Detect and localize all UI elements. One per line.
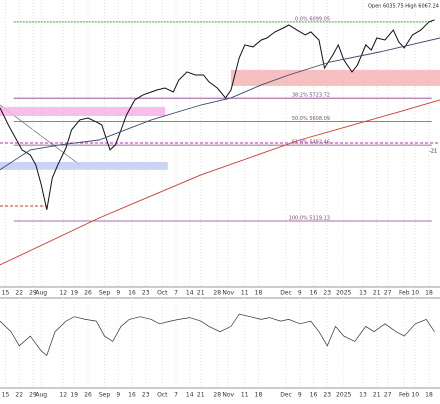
x-tick-label: 26	[84, 392, 92, 399]
price-line	[0, 37, 440, 171]
x-tick-label: 28	[213, 290, 221, 297]
x-tick-label: 21	[373, 392, 381, 399]
x-tick-label: 23	[323, 392, 331, 399]
x-tick-label: Oct	[157, 290, 168, 297]
zone	[231, 69, 440, 86]
x-tick-label: 18	[255, 290, 263, 297]
x-tick-label: Aug	[35, 290, 47, 297]
x-tick-label: Nov	[222, 290, 234, 297]
x-tick-label: 16	[128, 290, 136, 297]
x-tick-label: 28	[213, 392, 221, 399]
x-tick-label: 19	[70, 392, 78, 399]
zone	[0, 161, 168, 170]
x-tick-label: 15	[2, 392, 10, 399]
x-tick-label: 16	[128, 392, 136, 399]
x-tick-label: Nov	[222, 392, 234, 399]
x-tick-label: 12	[59, 290, 67, 297]
x-tick-label: 16	[310, 392, 318, 399]
x-tick-label: 9	[116, 290, 120, 297]
annotation: -21	[429, 149, 437, 155]
fib-label: 38.2% 5723.72	[292, 93, 330, 99]
x-tick-label: 18	[425, 290, 433, 297]
x-tick-label: 29	[29, 392, 37, 399]
x-tick-label: 12	[59, 392, 67, 399]
x-tick-label: 11	[241, 290, 249, 297]
x-tick-label: 7	[174, 392, 178, 399]
x-tick-label: Aug	[35, 392, 47, 399]
x-tick-label: 14	[186, 290, 194, 297]
price-line	[0, 19, 435, 210]
x-tick-label: 27	[384, 290, 392, 297]
x-tick-label: 14	[186, 392, 194, 399]
x-tick-label: 23	[142, 290, 150, 297]
x-tick-label: Feb	[399, 392, 410, 399]
x-tick-label: 27	[384, 392, 392, 399]
x-tick-label: 18	[425, 392, 433, 399]
header: Open 6035.75 High 6067.24 Low	[368, 4, 440, 10]
x-tick-label: 23	[142, 392, 150, 399]
x-tick-label: 13	[359, 290, 367, 297]
x-tick-label: 23	[323, 290, 331, 297]
x-tick-label: 10	[411, 290, 419, 297]
x-tick-label: 11	[241, 392, 249, 399]
x-tick-label: Feb	[399, 290, 410, 297]
x-tick-label: 9	[298, 392, 302, 399]
fib-label: 0.0% 6099.05	[295, 16, 330, 22]
x-tick-label: 15	[2, 290, 10, 297]
x-tick-label: 10	[411, 392, 419, 399]
x-tick-label: 2025	[336, 290, 351, 297]
x-tick-label: 26	[84, 290, 92, 297]
x-tick-label: 16	[310, 290, 318, 297]
x-tick-label: 13	[359, 392, 367, 399]
x-tick-label: 29	[29, 290, 37, 297]
fib-label: 100.0% 5119.13	[289, 215, 330, 221]
x-tick-label: 2025	[336, 392, 351, 399]
fib-label: 50.0% 5608.09	[292, 116, 330, 122]
x-tick-label: 9	[298, 290, 302, 297]
x-tick-label: Dec	[280, 392, 292, 399]
x-tick-label: 19	[70, 290, 78, 297]
zone	[0, 106, 165, 116]
indicator-line	[0, 313, 435, 356]
x-tick-label: 9	[116, 392, 120, 399]
x-tick-label: Sep	[99, 392, 111, 399]
x-tick-label: 22	[15, 290, 23, 297]
x-tick-label: Dec	[280, 290, 292, 297]
x-tick-label: 7	[174, 290, 178, 297]
price-line	[0, 99, 440, 266]
x-tick-label: 21	[197, 392, 205, 399]
x-tick-label: 18	[255, 392, 263, 399]
x-tick-label: Sep	[99, 290, 111, 297]
x-tick-label: 22	[15, 392, 23, 399]
x-tick-label: 21	[197, 290, 205, 297]
x-tick-label: Oct	[157, 392, 168, 399]
x-tick-label: 21	[373, 290, 381, 297]
